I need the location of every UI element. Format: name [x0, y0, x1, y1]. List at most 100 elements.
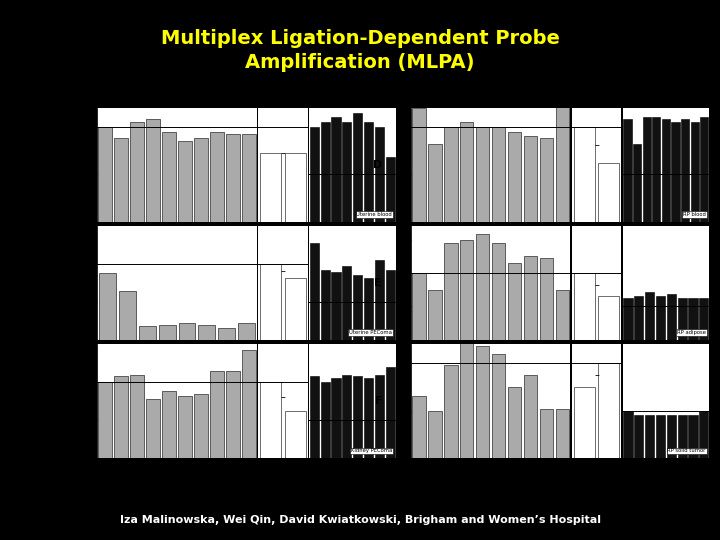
Text: A: A	[60, 160, 68, 170]
Bar	[331, 379, 341, 458]
Text: Iza Malinowska, Wei Qin, David Kwiatkowski, Brigham and Women’s Hospital: Iza Malinowska, Wei Qin, David Kwiatkows…	[120, 515, 600, 525]
Bar	[701, 118, 708, 221]
Bar	[492, 354, 505, 458]
Bar	[242, 350, 256, 458]
Bar	[412, 273, 426, 340]
Bar	[508, 132, 521, 221]
Bar	[162, 132, 176, 221]
Bar	[99, 127, 112, 221]
Bar	[260, 264, 281, 340]
Text: D: D	[373, 160, 382, 170]
Bar	[364, 278, 373, 340]
Bar	[444, 365, 457, 458]
Bar	[523, 256, 537, 340]
Text: control
probes: control probes	[585, 473, 608, 486]
Bar	[260, 153, 281, 221]
Bar	[681, 119, 689, 221]
Text: –: –	[281, 266, 285, 276]
Bar	[310, 376, 319, 458]
Text: RP adipose: RP adipose	[677, 330, 706, 335]
Bar	[364, 122, 373, 221]
Bar	[645, 415, 654, 458]
Bar	[374, 127, 384, 221]
Bar	[179, 323, 195, 340]
Text: TSC2: TSC2	[341, 477, 364, 486]
Bar	[699, 298, 708, 340]
Bar	[667, 415, 676, 458]
Bar	[114, 376, 128, 458]
Bar	[260, 382, 281, 458]
Bar	[320, 122, 330, 221]
Bar	[310, 127, 319, 221]
Bar	[226, 371, 240, 458]
Bar	[667, 294, 676, 340]
Bar	[428, 410, 441, 458]
Bar	[320, 270, 330, 340]
Bar	[556, 409, 570, 458]
Bar	[624, 119, 631, 221]
Bar	[412, 108, 426, 221]
Bar	[412, 396, 426, 458]
Bar	[226, 133, 240, 221]
Bar	[508, 263, 521, 340]
Bar	[130, 122, 144, 221]
Bar	[656, 296, 665, 340]
Bar	[385, 270, 395, 340]
Bar	[540, 409, 553, 458]
Bar	[199, 325, 215, 340]
Bar	[146, 119, 160, 221]
Bar	[598, 363, 619, 458]
Bar	[574, 387, 595, 458]
Bar	[331, 118, 341, 221]
Bar	[598, 163, 619, 221]
Bar	[374, 375, 384, 458]
Bar	[492, 127, 505, 221]
Bar	[678, 298, 687, 340]
Text: –: –	[281, 392, 285, 402]
Bar	[624, 298, 633, 340]
Bar	[699, 410, 708, 458]
Bar	[162, 392, 176, 458]
Bar	[119, 291, 135, 340]
Text: F: F	[374, 396, 382, 406]
Bar	[460, 240, 474, 340]
Bar	[139, 326, 156, 340]
Bar	[320, 382, 330, 458]
Bar	[353, 376, 362, 458]
Bar	[688, 415, 698, 458]
Bar	[130, 375, 144, 458]
Bar	[385, 157, 395, 221]
Bar	[364, 379, 373, 458]
Bar	[218, 328, 235, 340]
Bar	[662, 119, 670, 221]
Bar	[672, 122, 680, 221]
Bar	[146, 399, 160, 458]
Bar	[508, 387, 521, 458]
Bar	[285, 411, 306, 458]
Bar	[353, 113, 362, 221]
Bar	[444, 243, 457, 340]
Text: Uterine PEComa: Uterine PEComa	[349, 330, 392, 335]
Bar	[194, 138, 208, 221]
Bar	[688, 298, 698, 340]
Text: TSC1: TSC1	[479, 477, 503, 486]
Bar	[210, 371, 224, 458]
Text: TSC1: TSC1	[165, 477, 189, 486]
Bar	[690, 122, 699, 221]
Bar	[385, 367, 395, 458]
Bar	[331, 272, 341, 340]
Bar	[114, 138, 128, 221]
Bar	[556, 289, 570, 340]
Bar	[285, 153, 306, 221]
Text: RP solid tumor: RP solid tumor	[667, 448, 706, 454]
Bar	[523, 375, 537, 458]
Bar	[476, 234, 490, 340]
Text: Multiplex Ligation-Dependent Probe
Amplification (MLPA): Multiplex Ligation-Dependent Probe Ampli…	[161, 29, 559, 72]
Bar	[460, 122, 474, 221]
Bar	[656, 415, 665, 458]
Bar	[99, 382, 112, 458]
Text: control
probes: control probes	[271, 473, 294, 486]
Bar	[179, 141, 192, 221]
Bar	[624, 410, 633, 458]
Bar	[460, 340, 474, 458]
